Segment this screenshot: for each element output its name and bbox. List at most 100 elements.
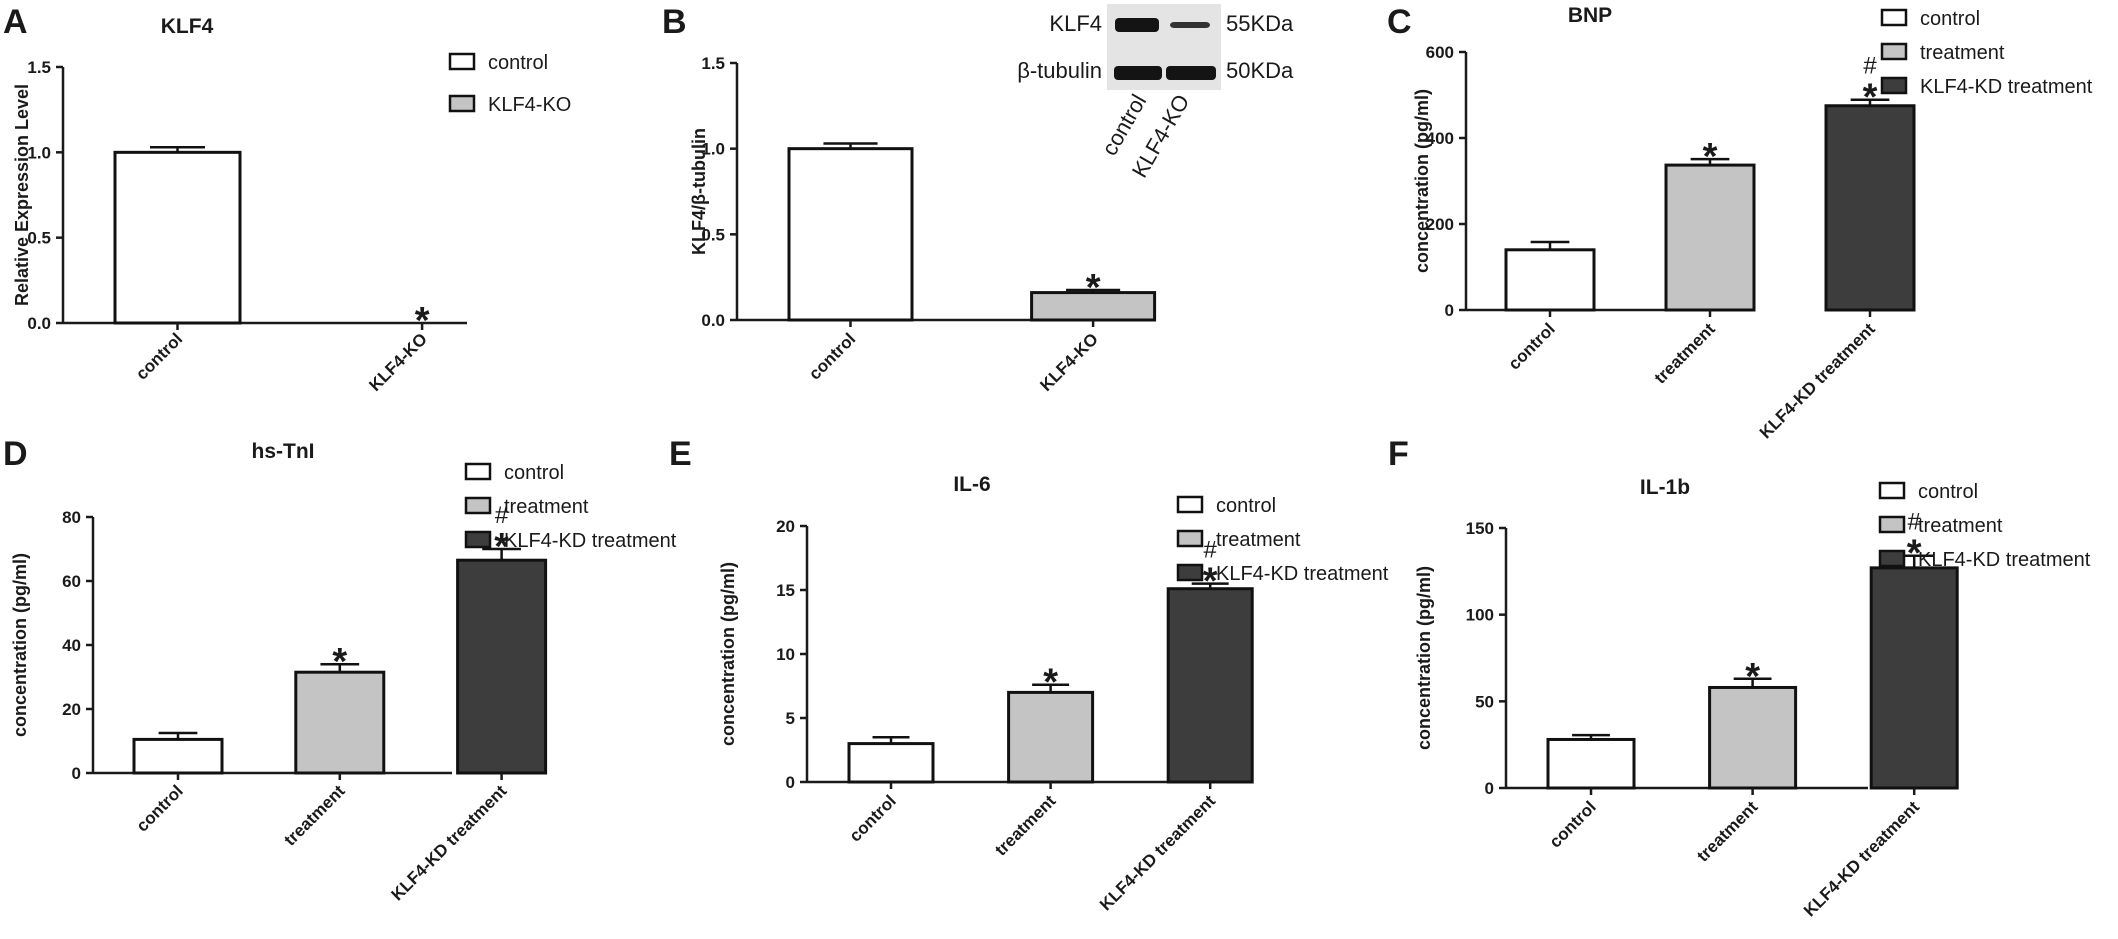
y-axis-label: concentration (pg/ml) [10, 553, 30, 737]
y-tick-label: 100 [1466, 606, 1494, 625]
x-category-label: KLF4-KD treatment [1756, 319, 1879, 442]
legend-label: treatment [1918, 515, 2003, 537]
y-tick-label: 80 [62, 508, 81, 527]
legend-swatch [1176, 529, 1204, 548]
panel-letter: B [662, 3, 687, 41]
legend-swatch [1878, 549, 1906, 568]
significance-star: * [1086, 267, 1101, 309]
significance-star: * [1907, 533, 1922, 575]
legend-swatch [1880, 76, 1908, 95]
y-tick-label: 60 [62, 572, 81, 591]
legend-swatch [448, 94, 476, 113]
x-category-label: KLF4-KD treatment [387, 781, 510, 904]
bar [1869, 566, 1959, 790]
panel-letter: E [669, 435, 692, 473]
bar [847, 742, 935, 784]
panel-c: C BNP concentration (pg/ml) 0 200 400 600 contr… [1387, 3, 2093, 442]
y-tick-label: 0 [1485, 779, 1494, 798]
significance-star: * [415, 300, 430, 342]
x-category-label: treatment [1693, 797, 1761, 865]
bar [1546, 737, 1636, 790]
y-tick-label: 0 [1445, 301, 1454, 320]
x-category-label: control [1505, 319, 1559, 373]
chart-title: KLF4 [161, 15, 214, 38]
y-tick-label: 20 [62, 700, 81, 719]
y-axis-label: KLF4/β-tubulin [689, 128, 709, 255]
significance-hash: # [495, 502, 509, 529]
y-tick-label: 1.5 [27, 58, 51, 77]
legend-swatch [464, 462, 492, 481]
legend-swatch [1878, 481, 1906, 500]
x-category-label: treatment [991, 791, 1059, 859]
legend-swatch [464, 530, 492, 549]
bar [113, 150, 242, 325]
x-category-label: control [805, 329, 859, 383]
y-tick-label: 0 [72, 764, 81, 783]
legend-swatch [1176, 495, 1204, 514]
y-axis-label: Relative Expression Level [12, 84, 32, 306]
y-tick-label: 0 [786, 773, 795, 792]
x-category-label: KLF4-KO [1036, 329, 1102, 395]
significance-star: * [1203, 561, 1218, 603]
chart-title: hs-TnI [252, 440, 315, 463]
y-tick-label: 1.5 [701, 54, 725, 73]
y-tick-label: 150 [1466, 519, 1494, 538]
bar [294, 670, 386, 775]
legend-swatch [1880, 42, 1908, 61]
significance-star: * [1043, 662, 1058, 704]
significance-star: * [332, 641, 347, 683]
bar [132, 737, 224, 775]
panel-letter: A [3, 3, 28, 41]
x-category-label: KLF4-KD treatment [1096, 791, 1219, 914]
legend-label: control [1920, 8, 1980, 30]
significance-star: * [1745, 656, 1760, 698]
y-tick-label: 0.0 [27, 314, 51, 333]
y-tick-label: 40 [62, 636, 81, 655]
legend-label: KLF4-KD treatment [504, 530, 677, 552]
significance-hash: # [1908, 509, 1922, 536]
legend-label: KLF4-KO [488, 94, 571, 116]
y-tick-label: 1.0 [27, 143, 51, 162]
legend-swatch [1176, 563, 1204, 582]
legend-swatch [464, 496, 492, 515]
blot-size-label-55kda: 55KDa [1226, 11, 1294, 36]
bar [456, 558, 548, 775]
blot-band-tubulin-ko [1166, 66, 1216, 80]
legend-label: control [1918, 481, 1978, 503]
bar [1007, 690, 1095, 784]
y-tick-label: 0.0 [701, 311, 725, 330]
panel-letter: F [1388, 435, 1409, 473]
legend-label: treatment [1920, 42, 2005, 64]
y-tick-label: 5 [786, 709, 795, 728]
significance-star: * [1703, 136, 1718, 178]
y-tick-label: 200 [1426, 215, 1454, 234]
chart-title: IL-1b [1640, 476, 1690, 499]
blot-band-klf4-control [1115, 18, 1159, 32]
y-tick-label: 0.5 [27, 229, 51, 248]
y-tick-label: 50 [1475, 692, 1494, 711]
legend-label: KLF4-KD treatment [1920, 76, 2093, 98]
blot-band-klf4-ko [1170, 22, 1210, 28]
y-tick-label: 15 [776, 581, 795, 600]
chart-title: BNP [1568, 4, 1612, 27]
bar [1504, 248, 1596, 312]
legend-label: control [504, 462, 564, 484]
y-tick-label: 10 [776, 645, 795, 664]
bar [1824, 104, 1916, 312]
significance-hash: # [1204, 537, 1218, 564]
significance-hash: # [1863, 53, 1877, 80]
blot-row-label-klf4: KLF4 [1049, 11, 1102, 36]
y-tick-label: 400 [1426, 129, 1454, 148]
legend-label: KLF4-KD treatment [1918, 549, 2091, 571]
y-axis-label: concentration (pg/ml) [1414, 566, 1434, 750]
panel-letter: C [1387, 3, 1412, 41]
blot-row-label-tubulin: β-tubulin [1017, 58, 1102, 83]
x-category-label: control [1546, 797, 1600, 851]
panel-f: F IL-1b concentration (pg/ml) 0 50 100 150 cont… [1388, 435, 2091, 920]
legend-label: treatment [1216, 529, 1301, 551]
x-category-label: control [132, 329, 186, 383]
x-category-label: treatment [1651, 319, 1719, 387]
x-category-label: control [846, 791, 900, 845]
legend-label: control [488, 52, 548, 74]
